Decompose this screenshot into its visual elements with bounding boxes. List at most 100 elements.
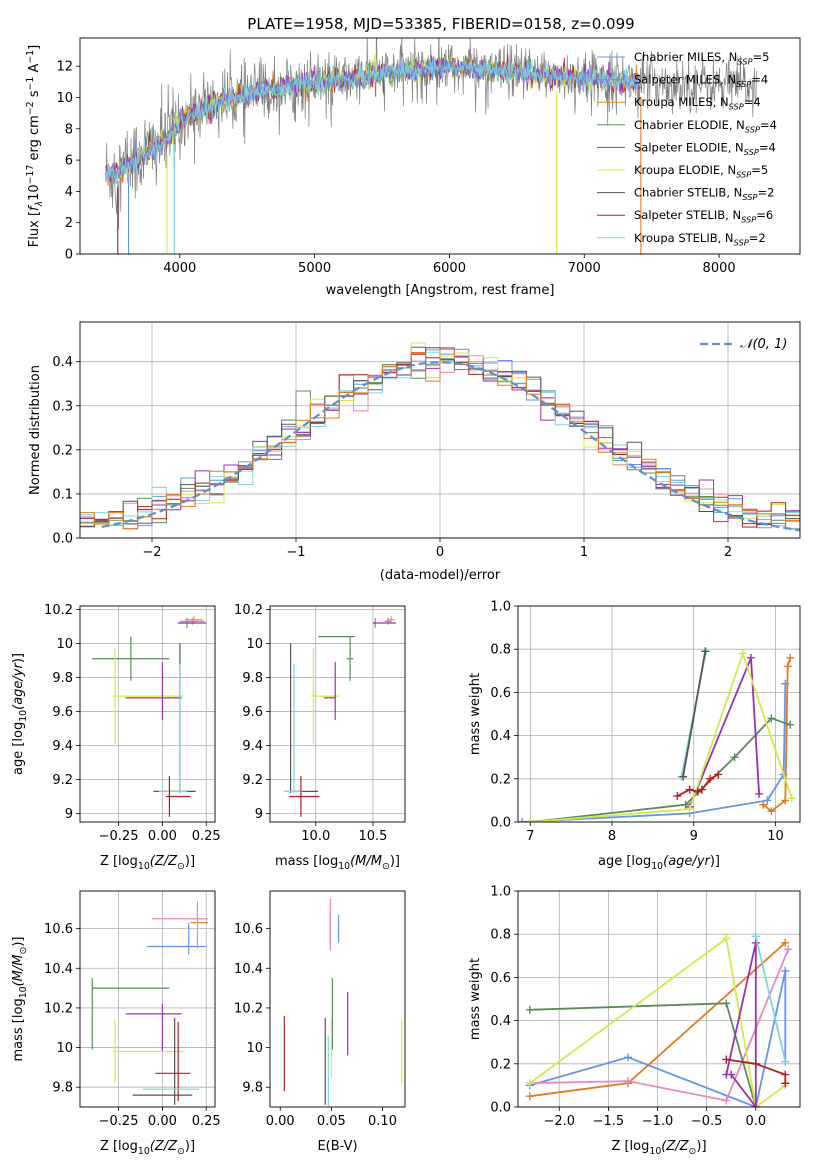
panel-mass_weight_vs_Z: −2.0 −1.5 −1.0 −0.5 0.0 0.0 0.2 0.4 0.6 0.8 1.0 Z [… xyxy=(468,885,801,1157)
x-tick-label: −2.0 xyxy=(543,1114,575,1129)
legend-label: Salpeter MILES, NSSP=4 xyxy=(634,73,768,89)
y-tick-label: 0.2 xyxy=(490,1057,511,1072)
plot-area-mass_vs_ebv xyxy=(283,898,403,1107)
x-tick-label: 10 xyxy=(767,829,784,844)
y-tick-label: 0.2 xyxy=(52,443,73,458)
y-tick-label: 6 xyxy=(65,154,73,169)
y-tick-label: 10.2 xyxy=(234,1001,263,1016)
y-tick-label: 9.4 xyxy=(242,739,263,754)
y-tick-label: 9 xyxy=(65,807,73,822)
y-tick-label: 8 xyxy=(65,122,73,137)
legend-label: Salpeter STELIB, NSSP=6 xyxy=(634,208,773,224)
x-axis-label: (data-model)/error xyxy=(380,568,501,583)
y-axis-label: Normed distribution xyxy=(28,365,43,495)
y-tick-label: 10.2 xyxy=(44,1001,73,1016)
x-tick-label: 5000 xyxy=(298,261,331,276)
weight-marker xyxy=(681,800,690,809)
y-tick-label: 0.1 xyxy=(52,487,73,502)
histogram-s_miles xyxy=(80,348,800,530)
x-tick-label: −0.5 xyxy=(691,1114,723,1129)
weight-marker xyxy=(714,770,723,779)
x-axis-label: Z [log10(Z/Z⊙)] xyxy=(100,1139,195,1157)
weight-marker xyxy=(624,1053,633,1062)
weight-marker xyxy=(767,807,776,816)
plot-area-age_vs_Z xyxy=(92,616,207,817)
legend-label: Salpeter ELODIE, NSSP=4 xyxy=(634,140,776,156)
y-tick-label: 10.4 xyxy=(234,962,263,977)
weight-marker xyxy=(701,647,710,656)
y-tick-label: 10.6 xyxy=(234,922,263,937)
legend-label: Kroupa STELIB, NSSP=2 xyxy=(634,231,766,247)
panel-age_vs_Z: −0.25 0.00 0.25 9 9.2 9.4 9.6 9.8 10 10.2 Z [log10… xyxy=(11,603,221,872)
plot-area-residuals xyxy=(80,342,800,532)
y-tick-label: 0.0 xyxy=(52,532,73,547)
weight-marker xyxy=(722,1055,731,1064)
x-tick-label: 0.00 xyxy=(148,1114,177,1129)
x-tick-label: −0.25 xyxy=(99,1114,139,1129)
weight-marker xyxy=(781,796,790,805)
y-tick-label: 0.0 xyxy=(490,816,511,831)
x-tick-label: −2 xyxy=(142,545,161,560)
weight-series-k_elodie xyxy=(530,650,793,822)
weight-marker xyxy=(784,945,793,954)
panel-age_vs_mass: 10.0 10.5 9 9.2 9.4 9.6 9.8 10 10.2 mass [log10(M… xyxy=(234,603,406,872)
plot-area-age_vs_mass xyxy=(283,616,396,817)
x-tick-label: −0.25 xyxy=(99,829,139,844)
x-tick-label: 7000 xyxy=(568,261,601,276)
y-tick-label: 0.4 xyxy=(490,1014,511,1029)
plot-area-mass_weight_vs_Z xyxy=(525,932,793,1107)
x-tick-label: −1.0 xyxy=(642,1114,674,1129)
plot-area-mass_vs_Z xyxy=(91,900,208,1106)
x-tick-label: 4000 xyxy=(163,261,196,276)
y-tick-label: 0.8 xyxy=(490,643,511,658)
x-tick-label: −1 xyxy=(286,545,305,560)
weight-marker xyxy=(706,774,715,783)
weight-marker xyxy=(693,787,702,796)
weight-marker xyxy=(781,1070,790,1079)
weight-marker xyxy=(786,653,795,662)
x-tick-label: 1 xyxy=(580,545,588,560)
y-tick-label: 9.4 xyxy=(52,739,73,754)
x-axis-label: E(B-V) xyxy=(317,1139,357,1154)
weight-marker xyxy=(727,1070,736,1079)
weight-marker xyxy=(767,714,776,723)
normal-curve xyxy=(101,360,800,532)
legend-label: Chabrier MILES, NSSP=5 xyxy=(634,50,769,66)
weight-marker xyxy=(746,653,755,662)
weight-marker xyxy=(518,818,527,822)
y-tick-label: 10 xyxy=(56,91,73,106)
y-axis-label: mass weight xyxy=(468,958,483,1040)
x-axis-label: mass [log10(M/M⊙)] xyxy=(275,854,400,872)
y-tick-label: 0.4 xyxy=(52,355,73,370)
x-axis-label: wavelength [Angstrom, rest frame] xyxy=(326,283,555,298)
x-tick-label: 7 xyxy=(526,829,534,844)
weight-marker xyxy=(697,785,706,794)
axes-frame xyxy=(79,321,801,539)
weight-series-c_elodie xyxy=(530,717,791,822)
y-tick-label: 10 xyxy=(246,637,263,652)
weight-series-s_elodie xyxy=(725,942,757,1107)
panel-residuals: −2 −1 0 1 2 0.0 0.1 0.2 0.3 0.4 𝒩(0, 1) (data-model… xyxy=(28,321,801,583)
weight-marker xyxy=(787,794,796,803)
y-tick-label: 1.0 xyxy=(490,600,511,615)
x-tick-label: 0.25 xyxy=(192,1114,221,1129)
figure-title: PLATE=1958, MJD=53385, FIBERID=0158, z=0… xyxy=(247,15,634,33)
weight-marker xyxy=(526,818,535,822)
weight-marker xyxy=(751,1103,760,1107)
legend-label: Kroupa ELODIE, NSSP=5 xyxy=(634,163,768,179)
x-tick-label: 0.05 xyxy=(317,1114,346,1129)
x-tick-label: 0.10 xyxy=(368,1114,397,1129)
y-tick-label: 9.8 xyxy=(52,671,73,686)
x-tick-label: 10.0 xyxy=(301,829,330,844)
weight-series-s_stelib xyxy=(676,773,719,797)
weight-marker xyxy=(759,800,768,809)
weight-series-s_stelib xyxy=(726,1058,787,1084)
axes-frame xyxy=(79,890,216,1108)
y-tick-label: 9 xyxy=(255,807,263,822)
y-tick-label: 9.8 xyxy=(242,671,263,686)
y-tick-label: 9.8 xyxy=(242,1081,263,1096)
y-tick-label: 4 xyxy=(65,185,73,200)
y-tick-label: 10 xyxy=(246,1041,263,1056)
y-tick-label: 0.0 xyxy=(490,1101,511,1116)
weight-marker xyxy=(781,1057,790,1066)
